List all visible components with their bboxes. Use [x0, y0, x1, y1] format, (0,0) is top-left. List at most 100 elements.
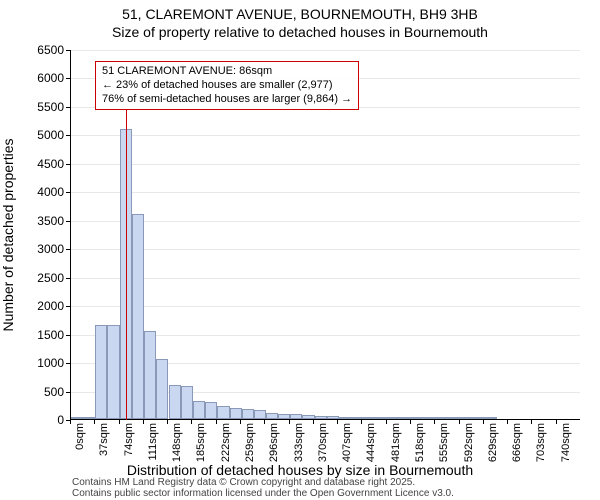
gridline: [71, 164, 580, 165]
y-tick-mark: [66, 164, 70, 165]
histogram-bar: [364, 417, 376, 419]
x-axis-label: Distribution of detached houses by size …: [0, 462, 600, 478]
x-tick-mark: [94, 420, 95, 424]
histogram-bar: [302, 415, 314, 419]
histogram-bar: [424, 417, 436, 419]
y-tick-mark: [66, 135, 70, 136]
x-tick-label: 555sqm: [438, 423, 450, 462]
y-tick-label: 6500: [14, 43, 64, 57]
x-tick-mark: [434, 420, 435, 424]
x-tick-label: 444sqm: [365, 423, 377, 462]
x-tick-label: 259sqm: [244, 423, 256, 462]
x-tick-label: 666sqm: [511, 423, 523, 462]
histogram-bar: [473, 417, 485, 419]
x-tick-mark: [386, 420, 387, 424]
x-tick-mark: [240, 420, 241, 424]
y-tick-label: 2500: [14, 271, 64, 285]
x-tick-label: 296sqm: [268, 423, 280, 462]
y-tick-label: 500: [14, 385, 64, 399]
gridline: [71, 278, 580, 279]
y-tick-label: 4000: [14, 185, 64, 199]
histogram-bar: [230, 408, 242, 419]
histogram-bar: [144, 331, 156, 419]
y-tick-mark: [66, 78, 70, 79]
callout-line1: 51 CLAREMONT AVENUE: 86sqm: [102, 65, 352, 79]
x-tick-label: 481sqm: [390, 423, 402, 462]
y-tick-label: 4500: [14, 157, 64, 171]
histogram-bar: [339, 417, 351, 419]
x-tick-label: 148sqm: [171, 423, 183, 462]
gridline: [71, 192, 580, 193]
x-tick-mark: [70, 420, 71, 424]
x-tick-label: 37sqm: [98, 423, 110, 456]
histogram-bar: [266, 413, 278, 419]
histogram-bar: [290, 414, 302, 419]
chart-title-line1: 51, CLAREMONT AVENUE, BOURNEMOUTH, BH9 3…: [0, 6, 600, 22]
x-tick-mark: [531, 420, 532, 424]
x-tick-mark: [167, 420, 168, 424]
y-tick-mark: [66, 306, 70, 307]
y-tick-label: 2000: [14, 299, 64, 313]
footer-line1: Contains HM Land Registry data © Crown c…: [72, 477, 454, 488]
histogram-bar: [71, 417, 83, 419]
x-tick-mark: [410, 420, 411, 424]
marker-line: [126, 109, 127, 420]
y-tick-mark: [66, 192, 70, 193]
x-tick-label: 518sqm: [414, 423, 426, 462]
y-tick-label: 5500: [14, 100, 64, 114]
x-tick-label: 111sqm: [147, 423, 159, 461]
gridline: [71, 249, 580, 250]
histogram-bar: [254, 410, 266, 419]
x-tick-mark: [191, 420, 192, 424]
histogram-bar: [376, 417, 388, 419]
gridline: [71, 306, 580, 307]
histogram-bar: [449, 417, 461, 419]
y-tick-mark: [66, 107, 70, 108]
callout-line2: ← 23% of detached houses are smaller (2,…: [102, 79, 352, 93]
histogram-bar: [437, 417, 449, 419]
histogram-bar: [461, 417, 473, 419]
y-tick-mark: [66, 221, 70, 222]
x-tick-label: 333sqm: [293, 423, 305, 462]
x-tick-mark: [556, 420, 557, 424]
y-tick-label: 1500: [14, 328, 64, 342]
x-tick-mark: [264, 420, 265, 424]
y-tick-mark: [66, 392, 70, 393]
x-tick-label: 592sqm: [463, 423, 475, 462]
x-tick-mark: [216, 420, 217, 424]
histogram-bar: [156, 359, 168, 419]
x-tick-mark: [507, 420, 508, 424]
chart-title-line2: Size of property relative to detached ho…: [0, 24, 600, 40]
x-tick-label: 370sqm: [317, 423, 329, 462]
callout-box: 51 CLAREMONT AVENUE: 86sqm ← 23% of deta…: [95, 61, 359, 110]
x-tick-label: 703sqm: [535, 423, 547, 462]
x-tick-mark: [313, 420, 314, 424]
y-tick-mark: [66, 335, 70, 336]
y-tick-label: 3500: [14, 214, 64, 228]
x-tick-mark: [459, 420, 460, 424]
gridline: [71, 50, 580, 51]
histogram-bar: [193, 401, 205, 419]
histogram-bar: [205, 402, 217, 419]
x-tick-label: 222sqm: [220, 423, 232, 462]
histogram-bar: [388, 417, 400, 419]
histogram-bar: [95, 325, 107, 419]
histogram-bar: [485, 417, 497, 419]
x-tick-mark: [361, 420, 362, 424]
y-tick-mark: [66, 50, 70, 51]
histogram-bar: [83, 417, 95, 419]
histogram-bar: [352, 417, 364, 419]
histogram-bar: [242, 409, 254, 419]
x-tick-mark: [119, 420, 120, 424]
x-tick-label: 629sqm: [487, 423, 499, 462]
chart-container: 51, CLAREMONT AVENUE, BOURNEMOUTH, BH9 3…: [0, 0, 600, 500]
callout-line3: 76% of semi-detached houses are larger (…: [102, 93, 352, 107]
histogram-bar: [217, 406, 229, 419]
histogram-bar: [181, 386, 193, 419]
gridline: [71, 135, 580, 136]
histogram-bar: [169, 385, 181, 419]
y-tick-label: 0: [14, 413, 64, 427]
x-tick-label: 0sqm: [74, 423, 86, 450]
histogram-bar: [400, 417, 412, 419]
x-tick-mark: [289, 420, 290, 424]
